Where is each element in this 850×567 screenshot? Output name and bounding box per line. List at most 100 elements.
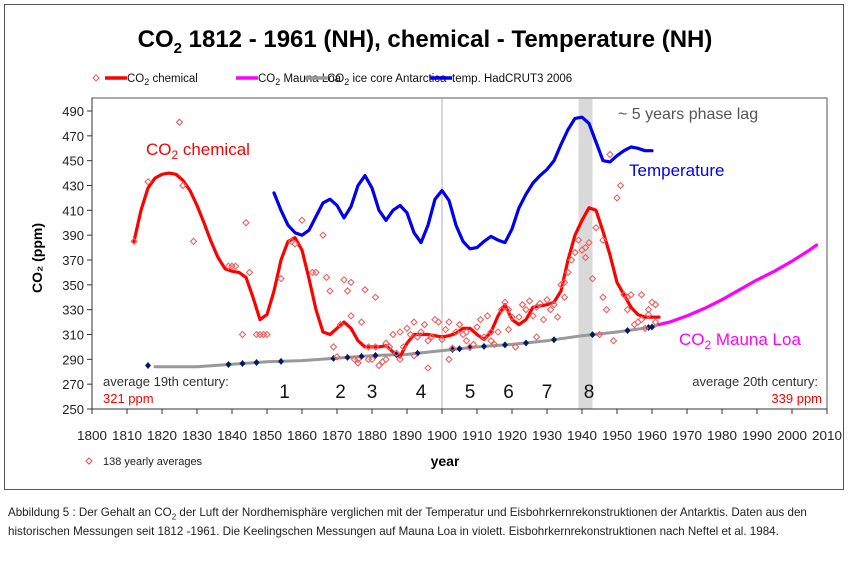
period-number-6: 6 [503,382,514,403]
ice-core-point [589,331,596,339]
scatter-point [130,237,138,246]
scatter-point [637,290,646,299]
scatter-point [144,177,152,186]
scatter-point [648,298,656,306]
period-number-4: 4 [416,382,427,403]
scatter-point [455,320,464,329]
scatter-point [494,328,502,336]
x-tick-label: 1870 [322,428,352,443]
ice-core-point [372,351,379,359]
scatter-point [445,355,453,364]
ice-core-point [449,346,456,354]
scatter-point [403,324,411,333]
scatter-point [480,333,488,341]
scatter-point [487,328,495,336]
x-tick-label: 2000 [777,428,807,443]
ice-core-point [649,323,655,331]
ice-core-point [145,362,151,370]
scatter-point [613,194,621,202]
y-tick-label: 310 [62,328,84,343]
x-tick-label: 1950 [602,428,632,443]
x-tick-label: 1940 [567,428,597,443]
scatter-point [354,355,362,364]
x-tick-label: 1830 [182,428,212,443]
scatter-point [382,355,390,364]
scatter-point [357,318,366,326]
x-tick-label: 1800 [77,428,107,443]
scatter-point [382,339,390,347]
x-axis-label: year [431,453,460,469]
legend-label-co2-chemical: CO2 chemical [127,73,198,87]
ice-core-point [393,351,400,359]
scatter-point [343,287,352,295]
scatter-point [469,340,478,349]
x-tick-label: 1910 [462,428,492,443]
y-tick-label: 450 [62,154,84,169]
scatter-point [452,328,460,336]
scatter-point [546,305,555,314]
scatter-point [511,343,520,351]
scatter-point [424,364,432,372]
scatter-point [371,293,380,302]
y-tick-label: 370 [62,253,84,268]
mauna-loa-label: CO2 Mauna Loa [679,330,801,352]
x-tick-label: 1880 [357,428,387,443]
scatter-point [406,330,415,339]
scatter-point [319,231,327,239]
scatter-point [287,237,296,246]
ice-core-point [481,342,487,350]
scatter-point [529,312,537,320]
scatter-point [571,248,579,257]
x-tick-label: 1820 [147,428,177,443]
period-number-8: 8 [584,382,595,403]
scatter-point [532,303,541,311]
scatter-point [245,268,254,277]
y-tick-label: 470 [62,129,84,144]
temperature-label: Temperature [629,161,724,180]
scatter-point [560,278,569,287]
caption-text-2: der Luft der Nordhemisphäre verglichen m… [8,506,807,539]
x-tick-label: 1920 [497,428,527,443]
y-tick-label: 330 [62,303,84,318]
scatter-point [448,344,457,352]
y-tick-label: 290 [62,352,84,367]
series-line-temp-hadcrut3-2006 [272,115,654,251]
scatter-point [602,305,611,314]
scatter-point [329,343,338,351]
scatter-point [298,216,306,225]
scatter-point [651,300,660,309]
scatter-point [553,313,562,321]
legend-label-temp-hadcrut3: temp. HadCRUT3 2006 [452,73,572,85]
scatter-point [644,305,653,314]
scatter-point [364,343,373,351]
series-layer [130,115,819,372]
scatter-point [392,349,401,357]
scatter-point [431,315,439,324]
scatter-point [263,330,271,339]
scatter-point [417,328,425,336]
scatter-point [396,355,404,364]
scatter-point [441,325,450,334]
caption-sub: 2 [171,512,177,522]
series-line-co2-ice-core-antarctica [153,323,661,369]
y-tick-label: 390 [62,228,84,243]
y-tick-label: 270 [62,377,84,392]
avg-20th-value: 339 ppm [771,391,822,406]
scatter-point [312,268,320,277]
scatter-point [277,274,285,283]
scatter-point [291,240,299,248]
scatter-point [413,333,422,341]
figure-caption: Abbildung 5 : Der Gehalt an CO2 der Luft… [8,505,843,539]
y-tick-label: 410 [62,203,84,218]
x-tick-label: 1990 [742,428,772,443]
scatter-legend: 138 yearly averages [85,456,203,468]
scatter-point [490,340,499,349]
scatter-point [609,336,618,345]
series-line-co2-mauna-loa [657,243,819,327]
scatter-point [599,293,607,302]
y-tick-label: 490 [62,104,84,119]
scatter-point [371,343,380,351]
scatter-point [368,355,376,364]
scatter-point [620,290,628,299]
